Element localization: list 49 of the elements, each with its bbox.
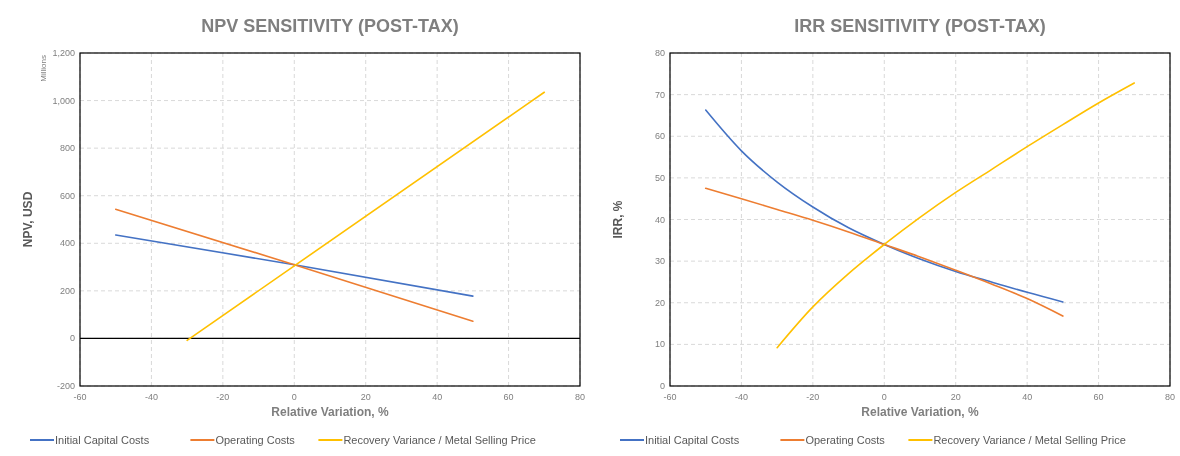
line-series	[704, 187, 1064, 317]
x-tick-label: 40	[1022, 392, 1033, 402]
x-tick-label: 80	[574, 392, 586, 402]
y-tick-label: 20	[654, 297, 665, 308]
x-tick-label: 80	[1164, 392, 1176, 402]
y-tick-label: 10	[654, 339, 665, 350]
x-tick-label: 0	[291, 392, 297, 402]
x-tick-label: 40	[432, 392, 443, 402]
legend-label: Operating Costs	[215, 434, 296, 446]
x-tick-label: -40	[734, 392, 748, 402]
y-tick-label: 1,200	[52, 48, 75, 58]
y-tick-label: 40	[654, 214, 665, 225]
y-tick-label: 70	[654, 89, 665, 100]
y-tick-label: 30	[654, 256, 665, 267]
y-tick-label: 400	[59, 238, 75, 249]
y-tick-label: 800	[59, 143, 75, 154]
y-tick-label: 80	[654, 48, 665, 58]
x-tick-label: 20	[360, 392, 371, 402]
legend-label: Initial Capital Costs	[645, 434, 740, 446]
legend-label: Initial Capital Costs	[55, 434, 150, 446]
line-series	[704, 109, 1064, 303]
y-axis-title: IRR, %	[611, 200, 625, 239]
x-axis-title: Relative Variation, %	[861, 405, 980, 419]
x-tick-label: 60	[503, 392, 514, 402]
legend-label: Recovery Variance / Metal Selling Price	[933, 434, 1126, 446]
x-tick-label: -40	[144, 392, 158, 402]
x-tick-label: 0	[881, 392, 887, 402]
x-tick-label: 60	[1093, 392, 1104, 402]
x-tick-label: 20	[950, 392, 961, 402]
line-series	[776, 82, 1136, 349]
y-tick-label: -200	[56, 381, 75, 391]
x-tick-label: -60	[73, 392, 87, 402]
y-tick-label: 200	[59, 285, 75, 296]
y-axis-title: NPV, USD	[21, 191, 35, 248]
legend-label: Recovery Variance / Metal Selling Price	[343, 434, 536, 446]
x-axis-title: Relative Variation, %	[271, 405, 390, 419]
y-tick-label: 0	[659, 381, 665, 391]
chart-title: IRR SENSITIVITY (POST-TAX)	[794, 16, 1046, 36]
x-tick-label: -60	[663, 392, 677, 402]
y-tick-label: 600	[59, 190, 75, 201]
x-tick-label: -20	[216, 392, 230, 402]
y-tick-label: 60	[654, 131, 665, 142]
y-tick-label: 0	[69, 333, 75, 344]
y-tick-label: 1,000	[52, 95, 75, 106]
legend-label: Operating Costs	[805, 434, 886, 446]
chart-title: NPV SENSITIVITY (POST-TAX)	[201, 16, 459, 36]
text: Millions	[39, 55, 48, 82]
x-tick-label: -20	[806, 392, 820, 402]
y-tick-label: 50	[654, 172, 665, 183]
